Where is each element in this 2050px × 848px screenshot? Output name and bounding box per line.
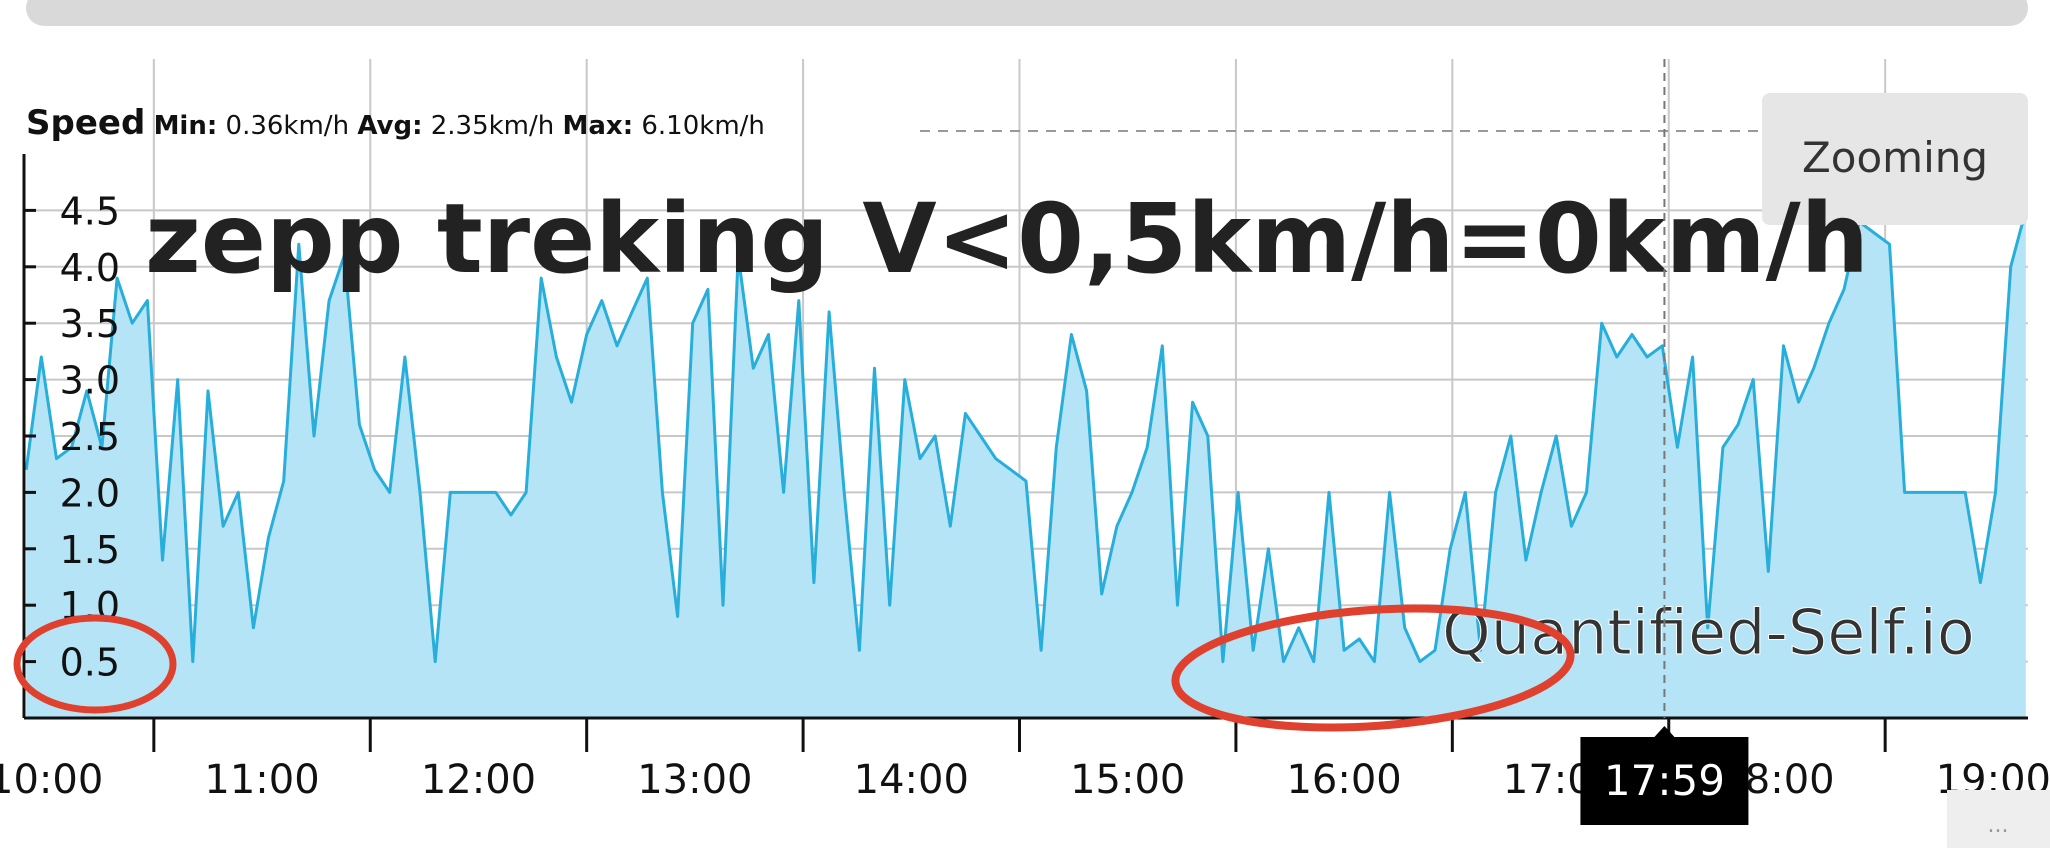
tooltip-box <box>1580 737 1749 825</box>
y-tick-label: 0.5 <box>60 641 120 685</box>
y-tick-label: 3.5 <box>60 302 120 346</box>
max-label: Max: <box>563 111 634 141</box>
more-box[interactable] <box>1947 790 2050 848</box>
area-fill <box>26 210 2026 718</box>
x-tick-label: 15:00 <box>1070 757 1185 803</box>
scrollbar[interactable] <box>26 0 2028 26</box>
more-label[interactable]: ... <box>1988 813 2009 838</box>
highlight-circle <box>1171 604 1575 732</box>
plot: 0.51.01.52.02.53.03.54.04.510:00 11:00 12:… <box>0 59 2050 803</box>
speed-line <box>24 210 2028 664</box>
y-tick-label: 2.5 <box>60 415 120 459</box>
watermark: Quantified-Self.io <box>1442 596 1975 669</box>
zoom-button-label[interactable]: Zooming <box>1802 133 1988 182</box>
highlight-circle <box>13 614 177 714</box>
y-tick-label: 3.0 <box>60 359 120 403</box>
x-tick-label: 16:00 <box>1286 757 1401 803</box>
tooltip-label: 17:59 <box>1604 756 1725 805</box>
zoom-button[interactable] <box>1762 93 2028 225</box>
avg-label: Avg: <box>357 111 422 141</box>
max-value: 6.10km/h <box>641 111 765 141</box>
min-label: Min: <box>154 111 218 141</box>
annotation: zepp treking V<0,5km/h=0km/h <box>145 183 1869 295</box>
x-tick-label: 10:00 <box>0 757 103 803</box>
avg-value: 2.35km/h <box>431 111 555 141</box>
stats-header: Speed Min: 0.36km/h Avg: 2.35km/h Max: 6… <box>26 103 765 143</box>
metric-name: Speed <box>26 103 145 143</box>
x-tick-label: 12:00 <box>421 757 536 803</box>
min-value: 0.36km/h <box>226 111 350 141</box>
y-tick-label: 4.5 <box>60 189 120 233</box>
x-tick-label: 13:00 <box>637 757 752 803</box>
overlay: 17:59 <box>1580 59 1749 825</box>
y-tick-label: 4.0 <box>60 246 120 290</box>
tooltip-pointer <box>1654 726 1675 737</box>
y-tick-label: 2.0 <box>60 471 120 515</box>
x-tick-label: 11:00 <box>204 757 319 803</box>
y-tick-label: 1.5 <box>60 528 120 572</box>
x-tick-label: 14:00 <box>854 757 969 803</box>
